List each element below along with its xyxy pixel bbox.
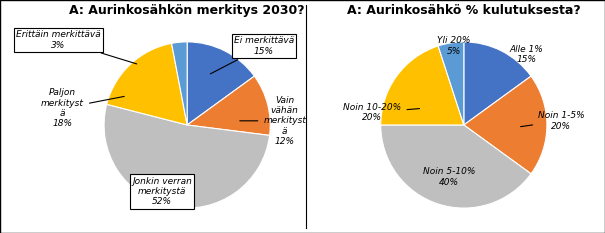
Text: Ei merkittävä
15%: Ei merkittävä 15%: [211, 36, 294, 74]
Wedge shape: [381, 46, 464, 125]
Text: Noin 5-10%
40%: Noin 5-10% 40%: [423, 167, 476, 187]
Text: Vain
vähän
merkityst
ä
12%: Vain vähän merkityst ä 12%: [240, 96, 306, 146]
Text: Paljon
merkityst
ä
18%: Paljon merkityst ä 18%: [41, 88, 124, 128]
Text: Noin 1-5%
20%: Noin 1-5% 20%: [520, 111, 585, 130]
Title: A: Aurinkosähkö % kulutuksesta?: A: Aurinkosähkö % kulutuksesta?: [347, 4, 581, 17]
Text: Erittäin merkittävä
3%: Erittäin merkittävä 3%: [16, 30, 137, 64]
Wedge shape: [172, 42, 187, 125]
Wedge shape: [464, 76, 547, 174]
Text: Noin 10-20%
20%: Noin 10-20% 20%: [344, 103, 419, 122]
Wedge shape: [106, 43, 187, 125]
Wedge shape: [438, 42, 464, 125]
Wedge shape: [187, 76, 270, 135]
Text: Jonkin verran
merkitystä
52%: Jonkin verran merkitystä 52%: [132, 177, 192, 206]
Wedge shape: [104, 104, 270, 208]
Text: Yli 20%
5%: Yli 20% 5%: [437, 36, 470, 56]
Wedge shape: [187, 42, 254, 125]
Wedge shape: [464, 42, 531, 125]
Wedge shape: [381, 125, 531, 208]
Text: Alle 1%
15%: Alle 1% 15%: [509, 45, 543, 64]
Title: A: Aurinkosähkön merkitys 2030?: A: Aurinkosähkön merkitys 2030?: [70, 4, 305, 17]
